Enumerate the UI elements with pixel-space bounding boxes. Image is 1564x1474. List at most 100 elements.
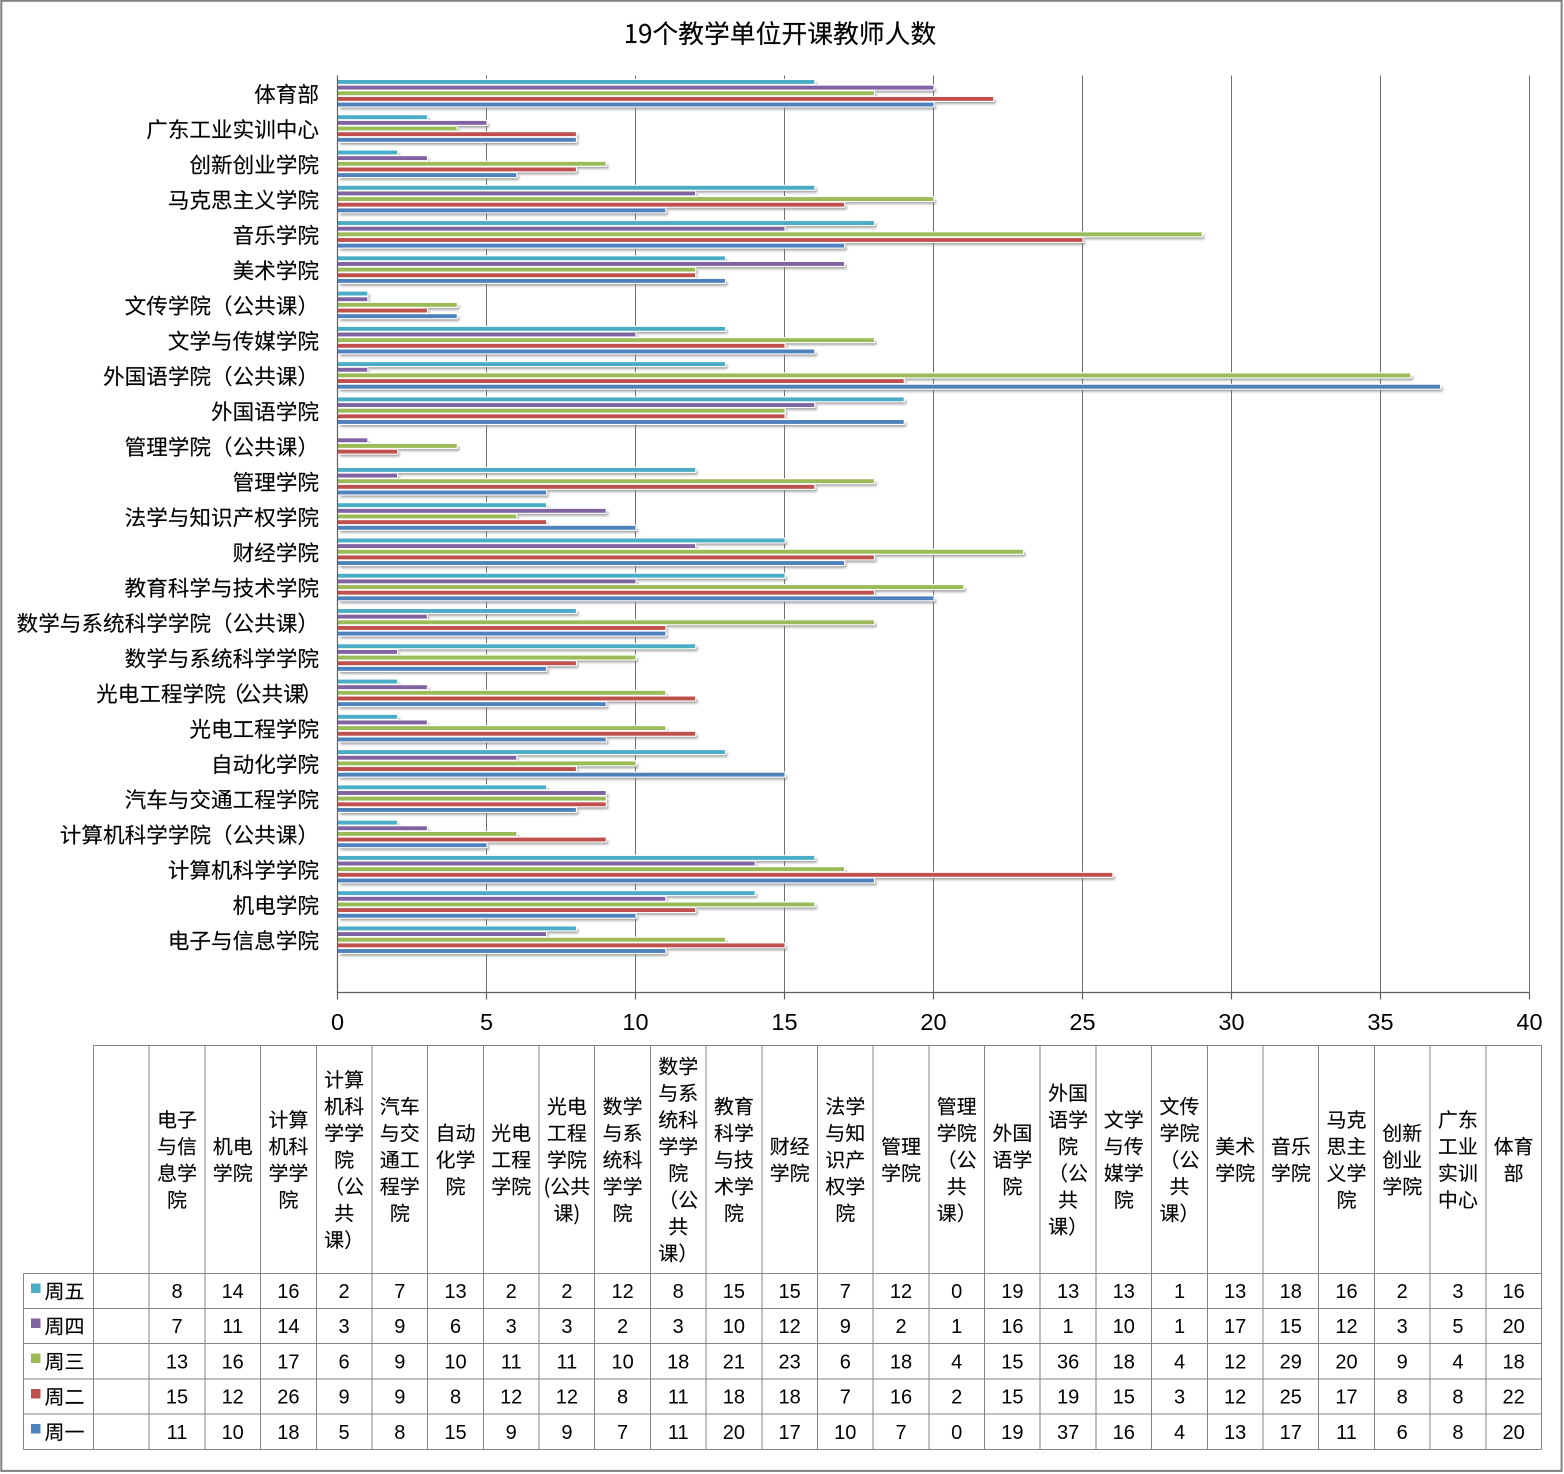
- svg-text:8: 8: [617, 1387, 628, 1409]
- svg-text:3: 3: [673, 1316, 684, 1338]
- svg-text:15: 15: [1001, 1387, 1023, 1409]
- svg-text:17: 17: [1224, 1316, 1246, 1338]
- svg-text:8: 8: [673, 1281, 684, 1303]
- svg-text:2: 2: [895, 1316, 906, 1338]
- svg-text:6: 6: [339, 1352, 350, 1374]
- svg-text:11: 11: [557, 1352, 578, 1374]
- svg-text:23: 23: [778, 1352, 800, 1374]
- svg-text:5: 5: [339, 1422, 350, 1444]
- svg-text:40: 40: [1516, 1009, 1542, 1035]
- svg-text:20: 20: [723, 1422, 745, 1444]
- svg-text:0: 0: [951, 1281, 962, 1303]
- svg-text:36: 36: [1057, 1352, 1079, 1374]
- svg-text:21: 21: [723, 1352, 745, 1374]
- svg-text:10: 10: [444, 1352, 466, 1374]
- svg-text:1: 1: [1063, 1316, 1074, 1338]
- svg-text:9: 9: [394, 1316, 405, 1338]
- svg-text:17: 17: [1335, 1387, 1357, 1409]
- svg-text:10: 10: [834, 1422, 856, 1444]
- svg-text:9: 9: [1397, 1352, 1408, 1374]
- svg-text:2: 2: [506, 1281, 517, 1303]
- svg-text:16: 16: [1502, 1281, 1524, 1303]
- svg-text:7: 7: [840, 1281, 851, 1303]
- svg-text:30: 30: [1218, 1009, 1244, 1035]
- svg-text:19: 19: [1001, 1422, 1023, 1444]
- svg-text:12: 12: [778, 1316, 800, 1338]
- svg-text:10: 10: [1113, 1316, 1135, 1338]
- svg-text:14: 14: [222, 1281, 244, 1303]
- svg-text:6: 6: [1397, 1422, 1408, 1444]
- svg-text:1: 1: [951, 1316, 962, 1338]
- svg-text:1: 1: [1174, 1281, 1185, 1303]
- svg-text:20: 20: [1502, 1316, 1524, 1338]
- svg-text:25: 25: [1069, 1009, 1095, 1035]
- svg-text:3: 3: [1174, 1387, 1185, 1409]
- svg-text:18: 18: [277, 1422, 299, 1444]
- svg-text:29: 29: [1280, 1352, 1302, 1374]
- svg-text:16: 16: [1001, 1316, 1023, 1338]
- svg-text:13: 13: [1113, 1281, 1135, 1303]
- svg-text:13: 13: [166, 1352, 188, 1374]
- svg-text:11: 11: [668, 1422, 689, 1444]
- svg-text:12: 12: [1224, 1352, 1246, 1374]
- svg-text:19: 19: [1001, 1281, 1023, 1303]
- svg-text:35: 35: [1367, 1009, 1393, 1035]
- svg-text:14: 14: [277, 1316, 299, 1338]
- svg-text:5: 5: [480, 1009, 493, 1035]
- svg-text:10: 10: [723, 1316, 745, 1338]
- svg-text:10: 10: [622, 1009, 648, 1035]
- svg-text:11: 11: [222, 1316, 243, 1338]
- svg-text:16: 16: [1335, 1281, 1357, 1303]
- svg-text:18: 18: [1280, 1281, 1302, 1303]
- svg-text:11: 11: [167, 1422, 188, 1444]
- svg-text:2: 2: [617, 1316, 628, 1338]
- svg-text:18: 18: [778, 1387, 800, 1409]
- svg-text:9: 9: [506, 1422, 517, 1444]
- svg-text:15: 15: [778, 1281, 800, 1303]
- svg-text:18: 18: [667, 1352, 689, 1374]
- svg-text:17: 17: [778, 1422, 800, 1444]
- svg-text:12: 12: [611, 1281, 633, 1303]
- svg-text:22: 22: [1502, 1387, 1524, 1409]
- svg-text:9: 9: [394, 1387, 405, 1409]
- svg-text:15: 15: [1001, 1352, 1023, 1374]
- svg-text:6: 6: [840, 1352, 851, 1374]
- svg-text:12: 12: [1224, 1387, 1246, 1409]
- svg-text:20: 20: [1335, 1352, 1357, 1374]
- svg-text:8: 8: [1397, 1387, 1408, 1409]
- svg-text:7: 7: [617, 1422, 628, 1444]
- svg-text:8: 8: [171, 1281, 182, 1303]
- svg-text:20: 20: [920, 1009, 946, 1035]
- svg-text:3: 3: [506, 1316, 517, 1338]
- svg-text:26: 26: [277, 1387, 299, 1409]
- svg-text:10: 10: [222, 1422, 244, 1444]
- svg-text:7: 7: [840, 1387, 851, 1409]
- svg-text:1: 1: [1174, 1316, 1185, 1338]
- svg-text:18: 18: [1502, 1352, 1524, 1374]
- svg-text:15: 15: [1113, 1387, 1135, 1409]
- svg-text:18: 18: [1113, 1352, 1135, 1374]
- svg-text:12: 12: [222, 1387, 244, 1409]
- svg-text:7: 7: [171, 1316, 182, 1338]
- svg-text:9: 9: [394, 1352, 405, 1374]
- svg-text:18: 18: [723, 1387, 745, 1409]
- svg-text:19: 19: [1057, 1387, 1079, 1409]
- svg-text:13: 13: [444, 1281, 466, 1303]
- svg-text:8: 8: [1452, 1422, 1463, 1444]
- svg-text:3: 3: [1452, 1281, 1463, 1303]
- svg-text:17: 17: [277, 1352, 299, 1374]
- svg-text:13: 13: [1224, 1422, 1246, 1444]
- svg-text:8: 8: [450, 1387, 461, 1409]
- svg-text:4: 4: [1174, 1352, 1185, 1374]
- svg-text:15: 15: [1280, 1316, 1302, 1338]
- svg-text:15: 15: [166, 1387, 188, 1409]
- svg-text:11: 11: [668, 1387, 689, 1409]
- svg-text:9: 9: [561, 1422, 572, 1444]
- svg-text:20: 20: [1502, 1422, 1524, 1444]
- svg-text:12: 12: [556, 1387, 578, 1409]
- svg-text:25: 25: [1280, 1387, 1302, 1409]
- svg-text:4: 4: [951, 1352, 962, 1374]
- svg-text:4: 4: [1452, 1352, 1463, 1374]
- svg-text:7: 7: [895, 1422, 906, 1444]
- svg-text:12: 12: [500, 1387, 522, 1409]
